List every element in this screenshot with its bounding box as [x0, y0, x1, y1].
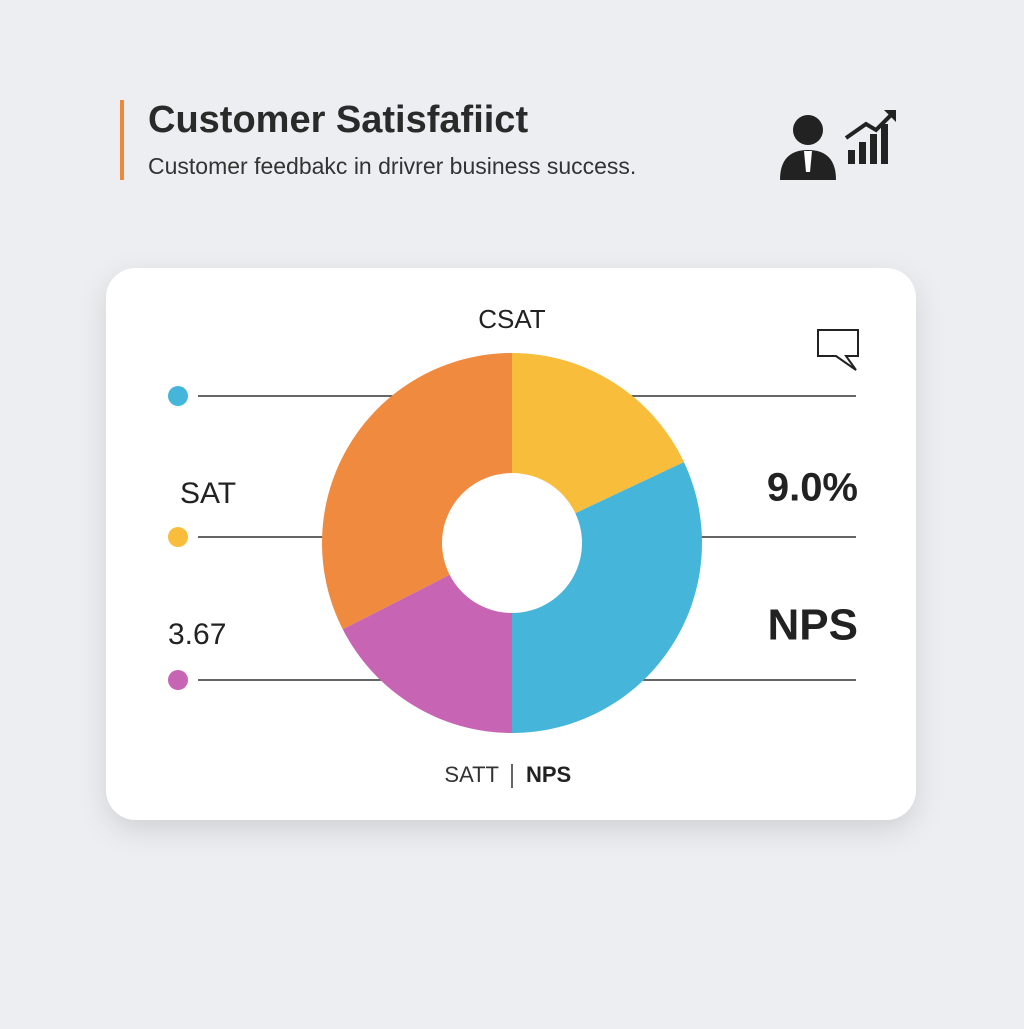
card	[106, 268, 916, 820]
pie-slice	[322, 353, 512, 630]
annotation: 9.0%	[767, 466, 858, 510]
annotation: NPS	[768, 601, 858, 650]
pie-slice	[342, 574, 512, 733]
growth-icon	[844, 110, 896, 164]
page-title: Customer Satisfafiict	[148, 99, 528, 141]
page-subtitle: Customer feedbakc in drivrer business su…	[148, 153, 636, 179]
legend-dot	[168, 670, 188, 690]
pie-slice	[512, 462, 703, 733]
person-icon	[780, 115, 836, 180]
legend-dot	[168, 527, 188, 547]
accent-bar	[120, 100, 124, 180]
legend-dot	[168, 386, 188, 406]
donut	[322, 353, 703, 733]
speech-icon	[817, 329, 859, 371]
footer-label: SATT	[444, 762, 499, 787]
chart-title: CSAT	[478, 304, 546, 334]
pie-slice	[512, 353, 684, 514]
annotation: SAT	[180, 477, 236, 510]
footer-label: NPS	[526, 762, 571, 787]
annotation: 3.67	[168, 618, 226, 651]
